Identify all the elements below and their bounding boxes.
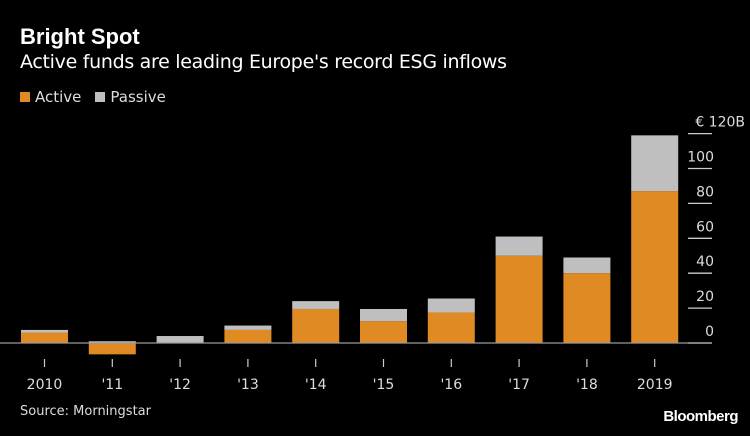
y-tick-label: 20: [696, 289, 714, 305]
x-tick-label: '18: [576, 377, 598, 393]
legend-label: Passive: [110, 88, 166, 106]
bar-active: [224, 329, 272, 343]
y-tick-label: 60: [696, 219, 714, 235]
bar-active: [21, 332, 68, 343]
bar-passive: [88, 341, 136, 343]
y-tick-label: € 120B: [695, 115, 745, 131]
bar-active: [563, 273, 611, 343]
bar-passive: [631, 135, 679, 192]
bar-active: [631, 191, 679, 343]
source-note: Source: Morningstar: [20, 404, 151, 419]
legend-item-passive: Passive: [95, 88, 166, 106]
bar-passive: [563, 257, 611, 274]
x-tick-label: '15: [373, 377, 395, 393]
legend-label: Active: [35, 88, 82, 106]
y-tick-label: 0: [705, 324, 714, 340]
bar-passive: [427, 298, 475, 313]
x-tick-label: '13: [237, 377, 259, 393]
bar-active: [427, 312, 475, 343]
x-tick-label: '17: [508, 377, 530, 393]
x-tick-label: 2019: [637, 377, 673, 393]
y-tick-label: 100: [687, 150, 714, 166]
bloomberg-logo: Bloomberg: [663, 408, 738, 425]
legend: Active Passive: [20, 88, 180, 106]
chart-title: Bright Spot: [20, 24, 140, 49]
bar-passive: [156, 336, 204, 343]
bar-passive: [224, 325, 272, 330]
bar-passive: [360, 308, 407, 322]
x-tick-label: '12: [169, 377, 191, 393]
legend-swatch-active: [20, 92, 30, 102]
bar-active: [360, 321, 407, 343]
legend-item-active: Active: [20, 88, 81, 106]
x-tick-label: '11: [101, 377, 123, 393]
x-tick-label: 2010: [27, 377, 63, 393]
bar-active: [495, 255, 543, 343]
y-tick-label: 80: [696, 184, 714, 200]
bar-active: [292, 308, 340, 343]
bar-passive: [292, 301, 340, 309]
bar-passive: [495, 236, 543, 256]
y-tick-label: 40: [696, 254, 714, 270]
bar-passive: [21, 329, 68, 333]
x-tick-label: '14: [305, 377, 327, 393]
x-tick-label: '16: [440, 377, 462, 393]
legend-swatch-passive: [95, 92, 106, 102]
chart-subtitle: Active funds are leading Europe's record…: [20, 51, 507, 73]
bar-active: [88, 343, 136, 355]
